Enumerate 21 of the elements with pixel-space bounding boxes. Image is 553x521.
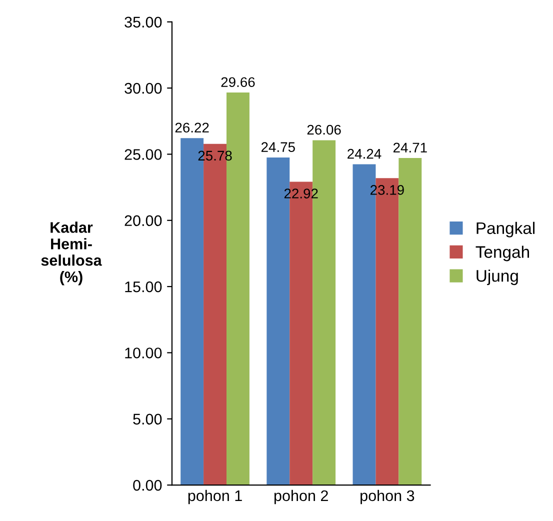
legend-label: Pangkal: [476, 222, 535, 238]
data-label: 24.24: [348, 148, 382, 159]
y-tick-label: 20.00: [124, 215, 162, 226]
y-tick-label: 5.00: [133, 414, 162, 425]
y-tick-label: 30.00: [124, 82, 162, 94]
data-label: 26.22: [175, 122, 209, 133]
y-tick-label: 25.00: [124, 149, 162, 160]
x-tick-label: pohon 3: [360, 490, 414, 504]
data-label: 24.75: [261, 142, 295, 152]
data-label: 24.71: [393, 142, 427, 152]
legend-label: Tengah: [476, 246, 529, 262]
x-tick-label: pohon 2: [274, 490, 328, 504]
y-tick-label: 35.00: [124, 16, 162, 28]
data-label: 26.06: [307, 124, 341, 135]
y-tick-label: 10.00: [125, 348, 162, 358]
y-tick-label: 15.00: [125, 281, 162, 292]
x-tick-label: pohon 1: [188, 490, 242, 504]
y-axis-title: Kadar Hemi- selulosa (%): [41, 222, 102, 286]
data-label: 29.66: [221, 77, 255, 88]
y-tick-label: 0.00: [133, 480, 162, 491]
legend-label: Ujung: [476, 270, 518, 286]
